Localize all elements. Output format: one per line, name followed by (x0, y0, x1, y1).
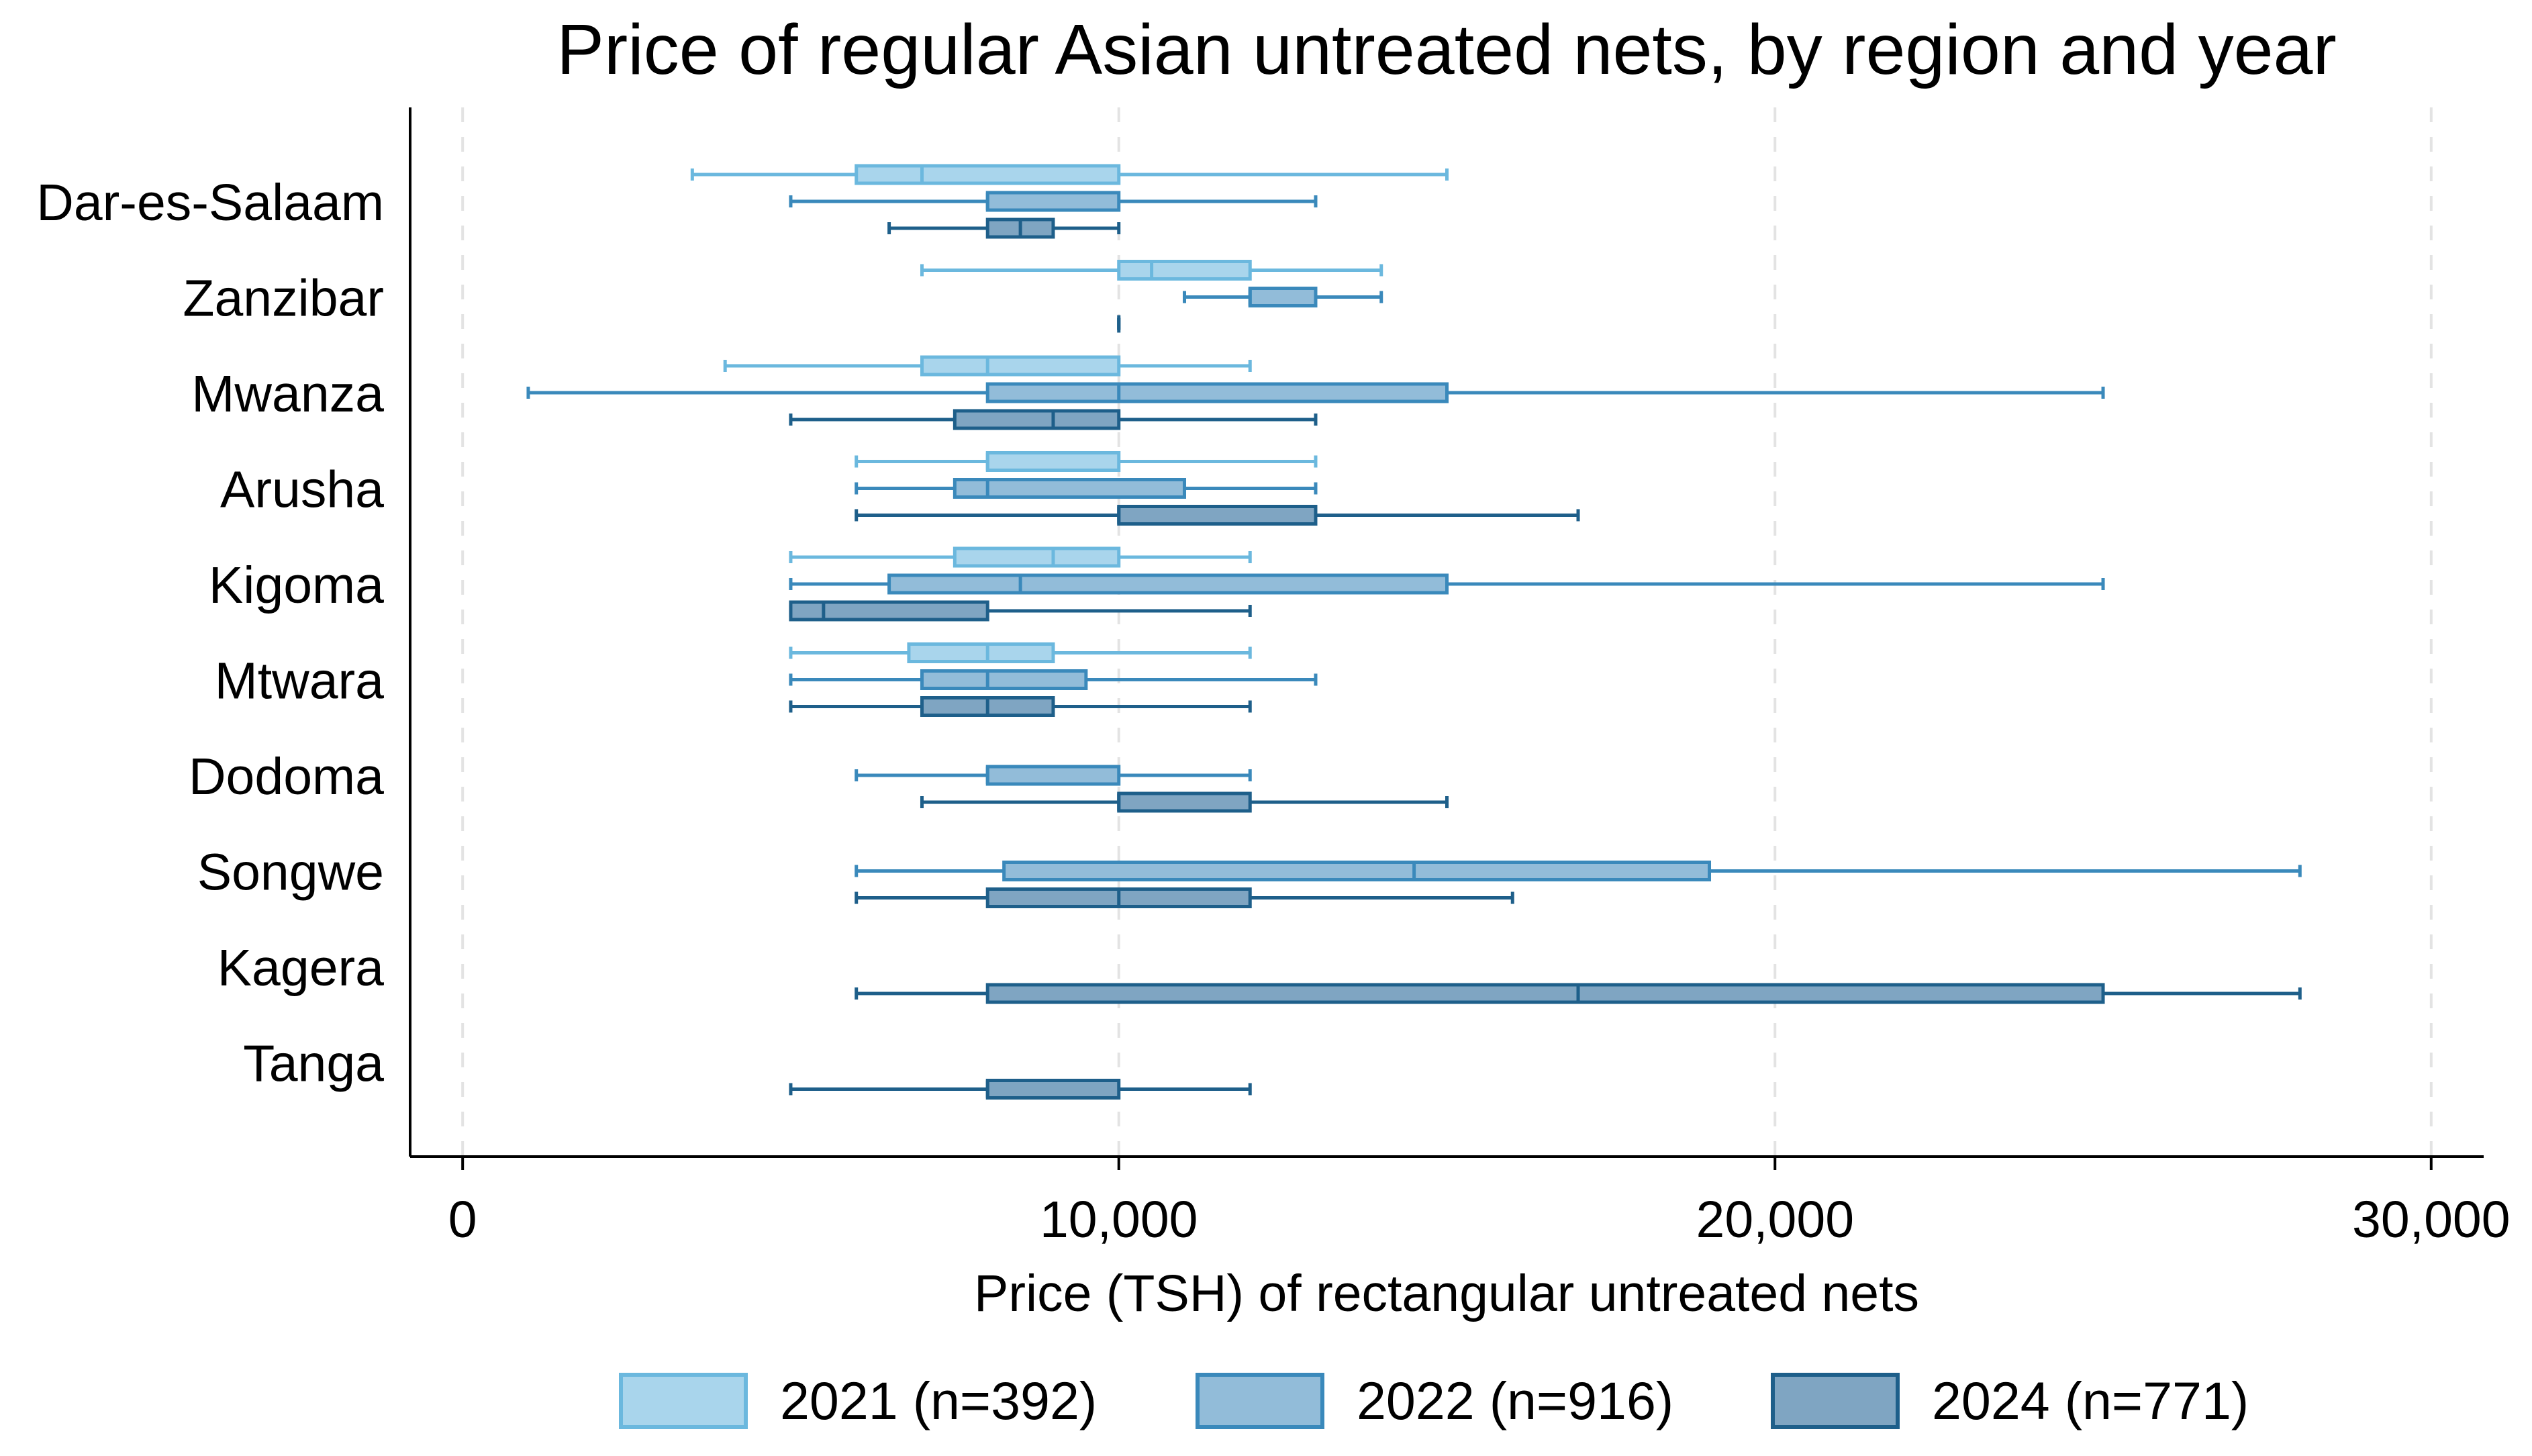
chart-title: Price of regular Asian untreated nets, b… (556, 10, 2337, 89)
x-tick-label: 10,000 (1040, 1191, 1198, 1249)
region-group (526, 355, 2105, 430)
box-2021 (723, 355, 1252, 377)
iqr-box (887, 573, 1449, 595)
box-2024 (920, 791, 1449, 813)
box-2024 (887, 217, 1121, 239)
iqr-box (1117, 260, 1252, 281)
legend-label-2022: 2022 (n=916) (1357, 1371, 1673, 1430)
box-2021 (855, 451, 1318, 472)
category-label: Tanga (243, 1035, 384, 1093)
x-tick-label: 30,000 (2352, 1191, 2511, 1249)
category-label: Songwe (197, 844, 384, 902)
category-label: Mtwara (215, 652, 385, 710)
region-group (855, 861, 2302, 908)
iqr-box (1248, 287, 1318, 307)
iqr-box (953, 409, 1121, 430)
legend: 2021 (n=392) 2022 (n=916) 2024 (n=771) (619, 1371, 2249, 1430)
box-2022 (855, 478, 1318, 499)
x-tick-label: 0 (448, 1191, 477, 1249)
iqr-box (985, 191, 1121, 212)
box-2024 (789, 600, 1252, 622)
iqr-box (1117, 791, 1252, 813)
x-axis-label: Price (TSH) of rectangular untreated net… (974, 1265, 1919, 1322)
box-2022 (855, 765, 1252, 786)
box-2024 (789, 696, 1252, 717)
box-2022 (1182, 287, 1383, 307)
region-group (855, 765, 1449, 813)
legend-swatch-2021 (619, 1373, 748, 1429)
box-2024 (789, 409, 1318, 430)
x-ticks: 0 10,000 20,000 30,000 (448, 1157, 2511, 1249)
box-2024 (789, 1079, 1252, 1100)
category-label: Kigoma (209, 556, 384, 614)
box-2022 (789, 191, 1318, 212)
iqr-box (920, 355, 1121, 377)
box-2021 (789, 546, 1252, 568)
category-label: Kagera (217, 939, 384, 997)
box-2024 (855, 887, 1514, 908)
box-2022 (789, 573, 2105, 595)
category-label: Mwanza (191, 365, 384, 423)
axes (409, 107, 2484, 1158)
category-labels: Dar-es-Salaam Zanzibar Mwanza Arusha Kigoma M… (36, 174, 384, 1093)
iqr-box (789, 600, 989, 622)
category-label: Dar-es-Salaam (36, 174, 384, 232)
legend-label-2024: 2024 (n=771) (1932, 1371, 2249, 1430)
iqr-box (985, 382, 1449, 403)
region-group (789, 546, 2105, 622)
iqr-box (985, 765, 1121, 786)
iqr-box (985, 1079, 1121, 1100)
legend-swatch-2022 (1196, 1373, 1324, 1429)
iqr-box (985, 451, 1121, 472)
box-2024 (855, 505, 1580, 526)
x-tick-label: 20,000 (1696, 1191, 1855, 1249)
box-2022 (789, 669, 1318, 690)
iqr-box (920, 669, 1088, 690)
box-series (526, 164, 2302, 1100)
category-label: Zanzibar (183, 270, 384, 328)
region-group (789, 642, 1318, 717)
box-2024 (855, 983, 2302, 1004)
region-group (855, 983, 2302, 1004)
box-2021 (920, 260, 1383, 281)
region-group (789, 1079, 1252, 1100)
iqr-box (1002, 861, 1712, 881)
iqr-box (985, 983, 2105, 1004)
legend-swatch-2024 (1771, 1373, 1900, 1429)
region-group (920, 260, 1383, 333)
box-2021 (690, 164, 1449, 185)
box-2022 (855, 861, 2302, 881)
box-2022 (526, 382, 2105, 403)
iqr-box (907, 642, 1055, 663)
region-group (690, 164, 1449, 239)
region-group (855, 451, 1580, 526)
iqr-box (855, 164, 1121, 185)
iqr-box (1117, 505, 1318, 526)
iqr-box (953, 478, 1186, 499)
legend-label-2021: 2021 (n=392) (780, 1371, 1097, 1430)
iqr-box (953, 546, 1121, 568)
category-label: Arusha (220, 461, 384, 519)
box-2021 (789, 642, 1252, 663)
category-label: Dodoma (189, 748, 384, 806)
